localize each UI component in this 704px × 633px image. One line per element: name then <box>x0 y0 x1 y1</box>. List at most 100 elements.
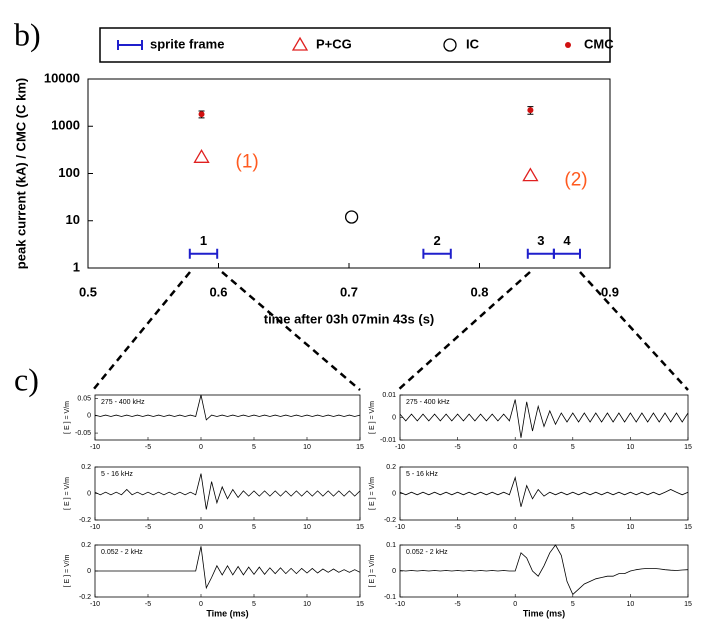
y-axis-label: [ E ] = V/m <box>64 401 71 434</box>
x-tick-label: 0.8 <box>470 284 488 299</box>
legend-label: IC <box>466 36 480 51</box>
waveform <box>399 544 689 596</box>
x-tick-label: -10 <box>90 444 100 451</box>
y-tick-label: 0.2 <box>81 464 91 471</box>
x-tick-label: 5 <box>252 524 256 531</box>
triangle-marker <box>193 149 210 163</box>
x-tick-label: -5 <box>454 444 460 451</box>
dot-marker <box>565 42 571 48</box>
legend-box <box>99 27 611 63</box>
x-tick-label: 10 <box>627 444 635 451</box>
x-tick-label: 15 <box>356 524 364 531</box>
x-tick-label: -5 <box>145 444 151 451</box>
band-label: 5 - 16 kHz <box>101 471 133 478</box>
y-tick-label: 0 <box>87 413 91 420</box>
triangle-marker <box>291 36 309 51</box>
y-axis-label: [ E ] = V/m <box>369 554 376 587</box>
y-tick-label: 0.2 <box>81 542 91 549</box>
frame-label: 3 <box>537 233 544 248</box>
y-tick-label: 0 <box>392 490 396 497</box>
x-tick-label: 15 <box>684 524 692 531</box>
x-tick-label: 0.9 <box>601 284 619 299</box>
legend-label: P+CG <box>316 36 352 51</box>
x-tick-label: -10 <box>395 444 405 451</box>
x-tick-label: 5 <box>571 524 575 531</box>
x-tick-label: -10 <box>395 524 405 531</box>
sprite-frame <box>552 248 581 259</box>
x-tick-label: 10 <box>303 444 311 451</box>
dot-marker <box>527 107 534 114</box>
annotation: (2) <box>564 170 587 191</box>
x-tick-label: 0 <box>513 601 517 608</box>
y-tick-label: 0.2 <box>386 464 396 471</box>
y-tick-label: -0.2 <box>384 517 396 524</box>
dot-marker <box>198 111 205 118</box>
x-axis-label: Time (ms) <box>206 608 248 618</box>
x-tick-label: 0.6 <box>209 284 227 299</box>
x-tick-label: 0 <box>199 601 203 608</box>
x-tick-label: 15 <box>684 444 692 451</box>
y-tick-label: -0.1 <box>384 594 396 601</box>
annotation: (1) <box>236 151 259 172</box>
x-tick-label: 0 <box>513 524 517 531</box>
legend-marker <box>117 40 143 50</box>
frame-label: 4 <box>563 233 571 248</box>
x-tick-label: 0 <box>199 524 203 531</box>
legend-label: sprite frame <box>150 36 224 51</box>
plot-area <box>94 394 361 441</box>
y-tick-label: 10 <box>66 212 80 227</box>
y-tick-label: -0.2 <box>79 517 91 524</box>
y-tick-label: 100 <box>58 165 80 180</box>
x-tick-label: -5 <box>145 601 151 608</box>
y-axis-label: peak current (kA) / CMC (C km) <box>13 78 28 269</box>
y-axis-label: [ E ] = V/m <box>64 477 71 510</box>
x-tick-label: -10 <box>395 601 405 608</box>
y-tick-label: 0 <box>392 568 396 575</box>
x-tick-label: 5 <box>571 601 575 608</box>
x-tick-label: 15 <box>356 444 364 451</box>
waveform <box>95 546 361 590</box>
y-tick-label: -0.01 <box>380 437 396 444</box>
x-tick-label: -10 <box>90 601 100 608</box>
circle-marker <box>443 38 457 52</box>
x-axis-label: time after 03h 07min 43s (s) <box>264 311 435 326</box>
band-label: 5 - 16 kHz <box>406 471 438 478</box>
band-label: 275 - 400 kHz <box>101 399 145 406</box>
x-axis-label: Time (ms) <box>523 608 565 618</box>
x-tick-label: 10 <box>303 524 311 531</box>
x-tick-label: 0.7 <box>340 284 358 299</box>
frame-label: 1 <box>200 233 207 248</box>
plot-area <box>87 78 611 269</box>
y-axis-label: [ E ] = V/m <box>64 554 71 587</box>
x-tick-label: 0 <box>199 444 203 451</box>
x-tick-label: 15 <box>684 601 692 608</box>
waveform <box>94 394 361 421</box>
x-tick-label: 5 <box>252 444 256 451</box>
x-tick-label: 15 <box>356 601 364 608</box>
waveform <box>94 473 361 510</box>
zoom-lines <box>92 271 689 391</box>
y-tick-label: 0 <box>87 568 91 575</box>
y-tick-label: 10000 <box>44 70 80 85</box>
band-label: 275 - 400 kHz <box>406 399 450 406</box>
band-label: 0.052 - 2 kHz <box>101 549 143 556</box>
y-axis-label: [ E ] = V/m <box>369 401 376 434</box>
panel-label: c) <box>14 361 39 397</box>
y-tick-label: 0.01 <box>382 392 396 399</box>
y-tick-label: -0.05 <box>75 430 91 437</box>
x-tick-label: -5 <box>145 524 151 531</box>
triangle-marker <box>522 167 539 182</box>
x-tick-label: -5 <box>454 601 460 608</box>
x-tick-label: -10 <box>90 524 100 531</box>
y-axis-label: [ E ] = V/m <box>369 477 376 510</box>
y-tick-label: 1000 <box>51 118 80 133</box>
x-tick-label: 10 <box>627 524 635 531</box>
x-tick-label: 5 <box>252 601 256 608</box>
sprite-frame <box>422 248 452 259</box>
y-tick-label: 1 <box>73 259 80 274</box>
y-tick-label: 0.05 <box>77 395 91 402</box>
frame-label: 2 <box>433 233 440 248</box>
y-tick-label: 0 <box>392 414 396 421</box>
waveform <box>399 476 689 507</box>
